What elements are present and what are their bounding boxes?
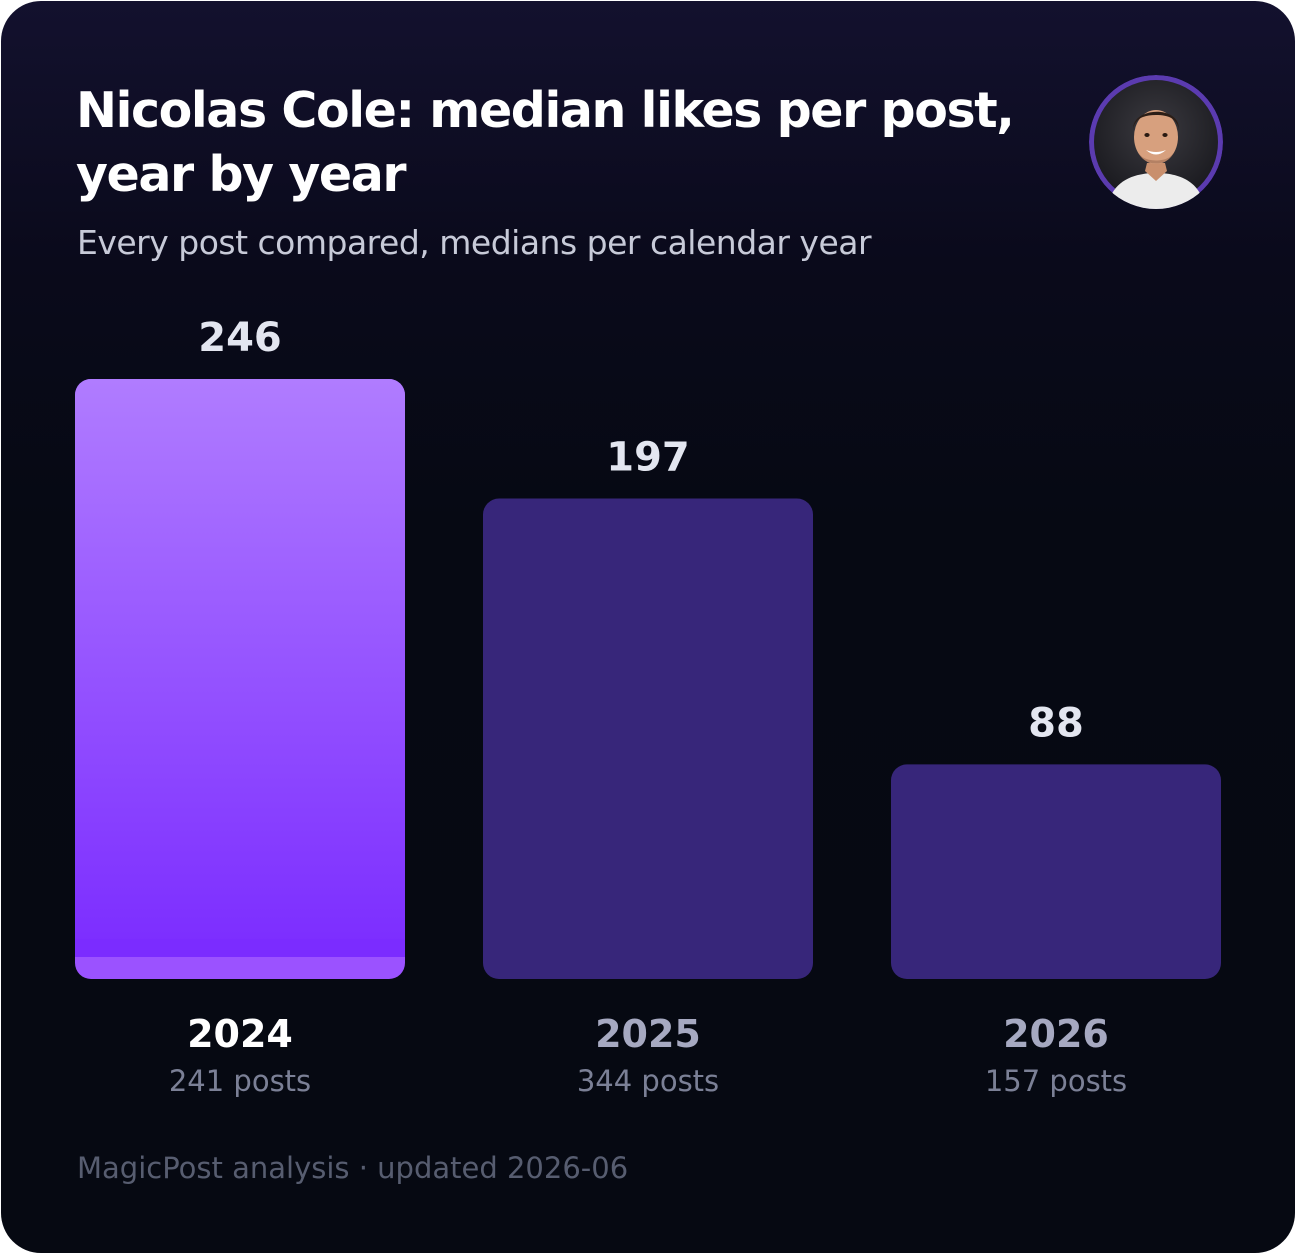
x-tick-label: 2026 [1003, 1012, 1109, 1056]
post-count-label: 241 posts [169, 1064, 311, 1098]
bar [891, 764, 1221, 979]
bar-value-label: 197 [606, 435, 690, 481]
footer-note: MagicPost analysis · updated 2026-06 [77, 1151, 629, 1185]
x-tick-label: 2024 [187, 1012, 293, 1056]
bar-fill-joint [75, 939, 405, 957]
bar-value-label: 88 [1028, 700, 1084, 746]
post-count-label: 157 posts [985, 1064, 1127, 1098]
bar [75, 379, 405, 957]
post-count-label: 344 posts [577, 1064, 719, 1098]
chart-subtitle: Every post compared, medians per calenda… [77, 223, 872, 262]
chart-marks: 246 2024 241 posts 197 2025 344 posts 88 2026 15… [75, 315, 1221, 1098]
bar [483, 498, 813, 979]
person-avatar-photo-icon [1089, 75, 1223, 209]
avatar [1089, 75, 1223, 209]
x-tick-label: 2025 [595, 1012, 701, 1056]
bar-value-label: 246 [198, 315, 282, 361]
chart-title: Nicolas Cole: median likes per post, yea… [76, 82, 1015, 203]
